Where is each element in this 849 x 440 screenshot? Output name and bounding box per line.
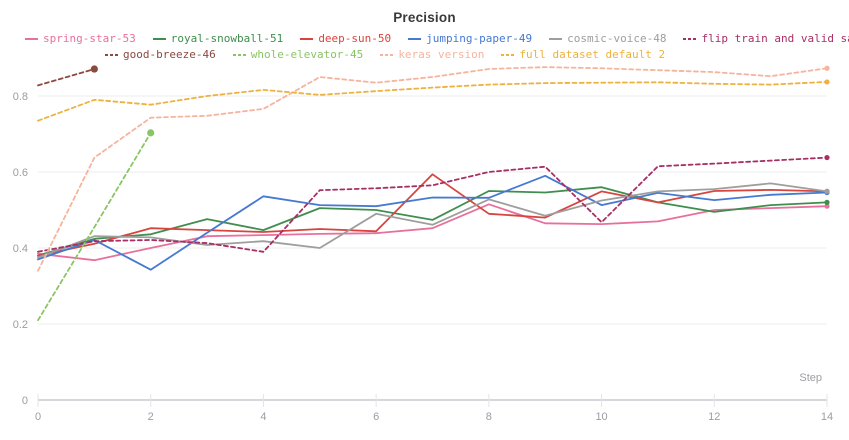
solid-line-swatch-icon <box>549 37 563 40</box>
solid-line-swatch-icon <box>152 37 166 40</box>
x-tick-label: 12 <box>708 411 720 423</box>
legend-row-1: spring-star-53 royal-snowball-51 deep-sun-… <box>25 31 849 46</box>
solid-line-swatch-icon <box>408 37 422 40</box>
legend-label: whole-elevator-45 <box>250 48 364 61</box>
legend-item-spring-star-53[interactable]: spring-star-53 <box>25 31 136 46</box>
dashed-line-swatch-icon <box>683 37 697 40</box>
legend-item-full-dataset-default-2[interactable]: full dataset default 2 <box>501 47 665 62</box>
series-line-cosmic-voice-48[interactable] <box>37 182 828 259</box>
legend-item-whole-elevator-45[interactable]: whole-elevator-45 <box>232 47 364 62</box>
series-line-jumping-paper-49[interactable] <box>37 174 828 271</box>
series-lines <box>37 65 830 322</box>
series-line-flip-train-and-valid-sample[interactable] <box>37 156 828 253</box>
legend-row-2: good-breeze-46 whole-elevator-45 keras ver… <box>105 47 665 62</box>
series-endpoint-dot-full-dataset-default-2[interactable] <box>824 79 830 85</box>
solid-line-swatch-icon <box>25 37 38 40</box>
series-line-good-breeze-46[interactable] <box>37 68 96 87</box>
x-tick-label: 2 <box>148 411 154 423</box>
grid-lines <box>38 95 827 325</box>
legend-label: cosmic-voice-48 <box>567 32 667 45</box>
legend-label: good-breeze-46 <box>123 48 216 61</box>
x-tick-label: 4 <box>260 411 266 423</box>
series-endpoint-dot-flip-train-and-valid-sample[interactable] <box>824 154 830 161</box>
series-line-whole-elevator-45[interactable] <box>37 131 152 322</box>
y-tick-label: 0.4 <box>13 243 28 255</box>
legend-item-flip-train-and-valid-sample[interactable]: flip train and valid sample <box>683 31 849 46</box>
dashed-line-swatch-icon <box>105 53 118 56</box>
legend-item-royal-snowball-51[interactable]: royal-snowball-51 <box>152 31 284 46</box>
x-tick-label: 14 <box>821 411 833 423</box>
legend-label: deep-sun-50 <box>318 32 392 45</box>
legend-label: spring-star-53 <box>43 32 136 45</box>
x-tick-label: 10 <box>595 411 607 423</box>
legend-label: flip train and valid sample <box>701 32 849 45</box>
y-tick-label: 0.8 <box>13 91 28 103</box>
legend-item-cosmic-voice-48[interactable]: cosmic-voice-48 <box>549 31 666 46</box>
series-line-spring-star-53[interactable] <box>37 203 828 262</box>
y-tick-label: 0 <box>22 395 28 407</box>
x-axis-title: Step <box>799 372 822 384</box>
legend-label: keras version <box>398 48 485 61</box>
legend-item-keras-version[interactable]: keras version <box>380 47 484 62</box>
dashed-line-swatch-icon <box>232 53 246 56</box>
series-line-deep-sun-50[interactable] <box>37 173 828 257</box>
x-tick-label: 6 <box>373 411 379 423</box>
dashed-line-swatch-icon <box>380 53 394 56</box>
series-endpoint-dot-cosmic-voice-48[interactable] <box>824 188 830 194</box>
axes: 0 2 4 6 8 10 12 14 0 0.2 0.4 0.6 0.8 <box>13 91 833 423</box>
solid-line-swatch-icon <box>300 37 314 40</box>
legend-item-deep-sun-50[interactable]: deep-sun-50 <box>300 31 391 46</box>
series-line-keras-version[interactable] <box>37 66 828 272</box>
legend-label: royal-snowball-51 <box>170 32 284 45</box>
legend-item-jumping-paper-49[interactable]: jumping-paper-49 <box>408 31 532 46</box>
dashed-line-swatch-icon <box>501 53 515 56</box>
series-endpoint-dot-good-breeze-46[interactable] <box>90 65 98 73</box>
x-tick-label: 8 <box>486 411 492 423</box>
series-endpoint-dot-whole-elevator-45[interactable] <box>147 129 155 137</box>
series-endpoint-dot-spring-star-53[interactable] <box>824 203 830 209</box>
chart-title: Precision <box>393 10 456 25</box>
x-tick-label: 0 <box>35 411 41 423</box>
y-tick-label: 0.2 <box>13 319 28 331</box>
series-line-full-dataset-default-2[interactable] <box>37 81 828 122</box>
series-endpoint-dot-royal-snowball-51[interactable] <box>824 199 830 205</box>
legend-item-good-breeze-46[interactable]: good-breeze-46 <box>105 47 216 62</box>
series-endpoint-dot-keras-version[interactable] <box>824 65 830 71</box>
y-tick-label: 0.6 <box>13 167 28 179</box>
legend-label: jumping-paper-49 <box>426 32 533 45</box>
legend-label: full dataset default 2 <box>519 48 666 61</box>
